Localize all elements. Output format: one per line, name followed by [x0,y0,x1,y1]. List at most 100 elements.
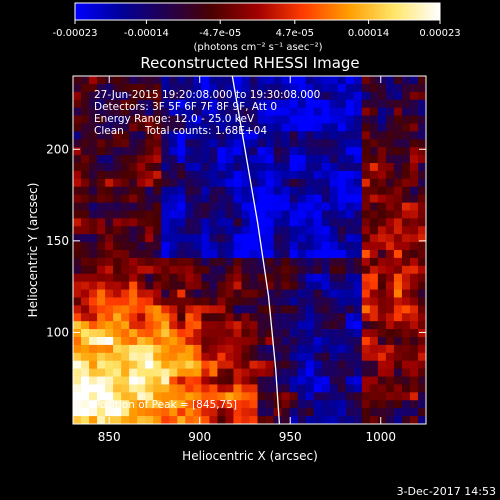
heatmap-cell [361,360,371,370]
heatmap-cell [73,107,82,117]
heatmap-cell [305,163,315,172]
heatmap-cell [265,360,275,370]
heatmap-cell [273,257,283,267]
heatmap-cell [249,344,259,354]
heatmap-cell [209,218,219,227]
heatmap-cell [409,376,419,386]
heatmap-cell [241,408,251,417]
heatmap-cell [73,368,82,378]
heatmap-cell [137,139,146,148]
heatmap-cell [81,337,90,346]
heatmap-cell [345,273,355,283]
heatmap-cell [105,360,114,370]
heatmap-cell [409,250,419,259]
heatmap-cell [265,329,275,338]
heatmap-cell [169,99,178,109]
heatmap-cell [385,400,395,409]
heatmap-cell [297,170,307,180]
heatmap-cell [233,139,243,148]
heatmap-cell [345,194,355,204]
heatmap-cell [137,210,146,219]
heatmap-cell [225,360,235,370]
heatmap-cell [225,218,235,227]
heatmap-cell [257,376,267,386]
heatmap-cell [385,360,395,370]
heatmap-cell [217,139,227,148]
heatmap-cell [129,210,138,219]
heatmap-cell [169,289,178,299]
heatmap-cell [329,329,339,338]
heatmap-cell [185,131,194,140]
heatmap-cell [169,194,178,204]
heatmap-cell [361,392,371,401]
heatmap-cell [121,273,130,283]
heatmap-cell [409,234,419,243]
heatmap-cell [313,83,323,93]
heatmap-cell [241,329,251,338]
heatmap-cell [265,384,275,393]
heatmap-cell [201,226,210,235]
heatmap-cell [113,305,122,314]
heatmap-cell [353,321,363,330]
heatmap-cell [265,139,275,148]
heatmap-cell [385,147,395,156]
heatmap-cell [169,352,178,362]
heatmap-cell [161,416,170,424]
heatmap-cell [121,416,130,424]
heatmap-cell [257,186,267,196]
heatmap-cell [169,123,178,132]
heatmap-cell [329,392,339,401]
heatmap-cell [281,147,291,156]
heatmap-cell [281,210,291,219]
heatmap-cell [289,376,299,386]
heatmap-cell [73,218,82,227]
heatmap-cell [329,83,339,93]
heatmap-cell [401,218,411,227]
heatmap-cell [121,250,130,259]
heatmap-cell [193,297,202,306]
heatmap-cell [337,392,347,401]
heatmap-cell [329,368,339,378]
heatmap-cell [185,139,194,148]
heatmap-cell [353,99,363,109]
heatmap-cell [273,194,283,204]
heatmap-cell [97,91,106,101]
heatmap-cell [169,186,178,196]
heatmap-cell [353,408,363,417]
heatmap-cell [321,99,331,109]
heatmap-cell [369,376,379,386]
heatmap-cell [201,281,210,291]
heatmap-cell [273,83,283,93]
heatmap-cell [369,337,379,346]
heatmap-cell [81,273,90,283]
heatmap-cell [209,242,219,251]
heatmap-cell [73,202,82,212]
heatmap-cell [193,163,202,172]
heatmap-cell [89,321,98,330]
heatmap-cell [217,99,227,109]
heatmap-cell [233,186,243,196]
heatmap-cell [193,368,202,378]
heatmap-cell [401,202,411,212]
heatmap-cell [129,91,138,101]
heatmap-cell [249,218,259,227]
heatmap-cell [361,76,371,85]
heatmap-cell [257,400,267,409]
heatmap-cell [145,257,154,267]
heatmap-cell [249,273,259,283]
heatmap-cell [329,178,339,188]
heatmap-cell [145,99,154,109]
heatmap-cell [137,226,146,235]
heatmap-cell [137,170,146,180]
heatmap-cell [273,76,283,85]
heatmap-cell [281,265,291,275]
heatmap-cell [137,242,146,251]
heatmap-cell [89,226,98,235]
heatmap-cell [81,250,90,259]
heatmap-cell [377,352,387,362]
heatmap-cell [153,226,162,235]
heatmap-cell [337,131,347,140]
heatmap-cell [409,131,419,140]
heatmap-cell [209,384,219,393]
heatmap-cell [97,392,106,401]
